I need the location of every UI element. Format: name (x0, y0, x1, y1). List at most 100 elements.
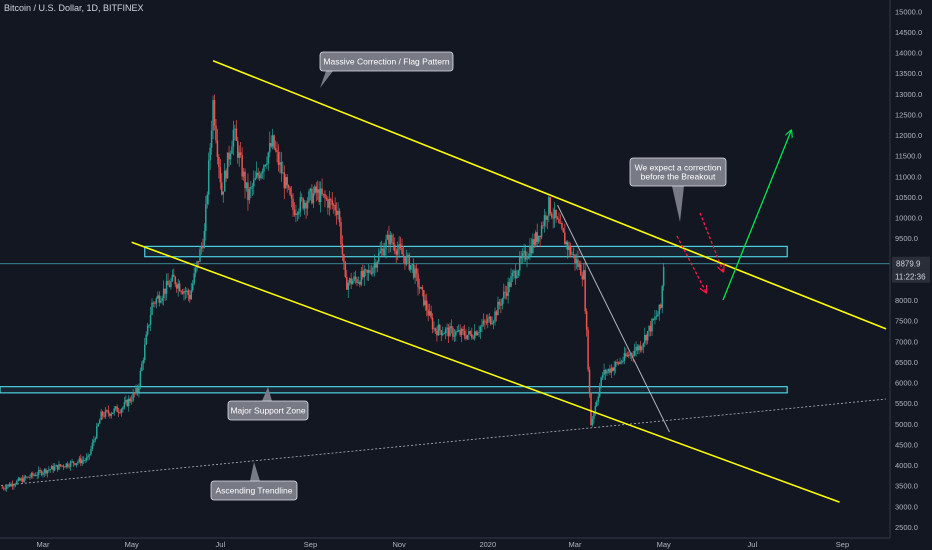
candle[interactable] (507, 277, 509, 304)
candle[interactable] (273, 134, 275, 150)
candle[interactable] (37, 466, 40, 479)
candle[interactable] (257, 167, 259, 180)
candle[interactable] (645, 333, 647, 345)
candle[interactable] (568, 241, 570, 257)
candle[interactable] (622, 356, 624, 365)
candle[interactable] (542, 221, 544, 229)
candle[interactable] (510, 268, 512, 288)
candle[interactable] (471, 327, 473, 340)
candle[interactable] (405, 249, 408, 267)
candle[interactable] (40, 469, 43, 477)
candle[interactable] (646, 330, 649, 345)
candle[interactable] (504, 285, 506, 300)
candle[interactable] (388, 225, 390, 253)
candle[interactable] (266, 156, 268, 170)
candle[interactable] (327, 196, 329, 215)
candle[interactable] (350, 272, 352, 290)
candle[interactable] (386, 230, 389, 241)
candle[interactable] (3, 486, 5, 491)
candle[interactable] (13, 483, 15, 490)
candle[interactable] (151, 298, 153, 316)
candle[interactable] (629, 351, 631, 359)
candle[interactable] (564, 223, 566, 245)
candle[interactable] (462, 326, 464, 335)
candle[interactable] (508, 278, 511, 293)
candle[interactable] (251, 183, 254, 196)
candle[interactable] (491, 316, 493, 326)
candle[interactable] (203, 223, 206, 249)
candle[interactable] (433, 321, 435, 333)
candle[interactable] (571, 251, 573, 256)
candle[interactable] (516, 269, 518, 280)
candle[interactable] (242, 167, 245, 181)
candle[interactable] (535, 230, 537, 248)
candle[interactable] (175, 282, 178, 293)
candle[interactable] (194, 266, 197, 278)
candle[interactable] (404, 256, 406, 270)
candle[interactable] (221, 173, 223, 196)
candle[interactable] (337, 202, 339, 220)
candle[interactable] (159, 295, 162, 304)
candle[interactable] (572, 247, 575, 259)
candle[interactable] (601, 372, 604, 380)
candle[interactable] (425, 293, 428, 317)
candle[interactable] (632, 350, 634, 363)
candle[interactable] (548, 195, 550, 223)
candle[interactable] (652, 318, 655, 321)
candle[interactable] (651, 317, 653, 337)
candle[interactable] (241, 147, 243, 180)
candle[interactable] (625, 347, 627, 359)
candle[interactable] (264, 164, 267, 168)
candle[interactable] (244, 168, 246, 199)
candle[interactable] (546, 215, 549, 230)
candle[interactable] (314, 184, 316, 196)
candle[interactable] (552, 207, 554, 229)
candle[interactable] (421, 284, 424, 297)
candle[interactable] (148, 324, 150, 329)
candle[interactable] (418, 278, 421, 294)
candle[interactable] (318, 181, 320, 205)
candle[interactable] (293, 202, 296, 217)
candle[interactable] (378, 248, 380, 264)
candle[interactable] (545, 211, 547, 228)
candle[interactable] (215, 119, 217, 144)
candle[interactable] (392, 233, 395, 251)
candle[interactable] (501, 297, 504, 310)
candle[interactable] (373, 254, 376, 277)
candle[interactable] (255, 161, 258, 180)
candle[interactable] (158, 291, 161, 307)
candle[interactable] (495, 309, 498, 322)
candle[interactable] (414, 265, 416, 285)
candle[interactable] (369, 265, 371, 275)
candle[interactable] (16, 479, 18, 485)
candle[interactable] (253, 170, 255, 195)
candle[interactable] (186, 287, 188, 299)
candle[interactable] (142, 357, 145, 370)
candle[interactable] (459, 324, 461, 338)
candle[interactable] (612, 366, 614, 372)
candle[interactable] (29, 474, 31, 480)
candle[interactable] (662, 262, 665, 291)
candle[interactable] (465, 329, 467, 341)
candle[interactable] (207, 152, 210, 205)
candle[interactable] (210, 120, 213, 155)
candle[interactable] (199, 246, 201, 263)
candle[interactable] (280, 152, 283, 182)
candle[interactable] (524, 244, 527, 262)
candle[interactable] (452, 326, 454, 341)
candle[interactable] (331, 192, 334, 210)
candle[interactable] (559, 214, 562, 224)
candle[interactable] (644, 327, 646, 348)
candle[interactable] (59, 463, 62, 468)
candle[interactable] (439, 323, 441, 335)
candle[interactable] (658, 304, 661, 321)
candle[interactable] (343, 253, 345, 270)
candle[interactable] (165, 273, 168, 301)
candle[interactable] (209, 143, 211, 171)
candle[interactable] (248, 186, 251, 204)
candle[interactable] (100, 408, 102, 421)
candle[interactable] (56, 465, 59, 472)
candle[interactable] (81, 456, 83, 467)
candle[interactable] (517, 269, 520, 278)
candle[interactable] (234, 124, 236, 141)
